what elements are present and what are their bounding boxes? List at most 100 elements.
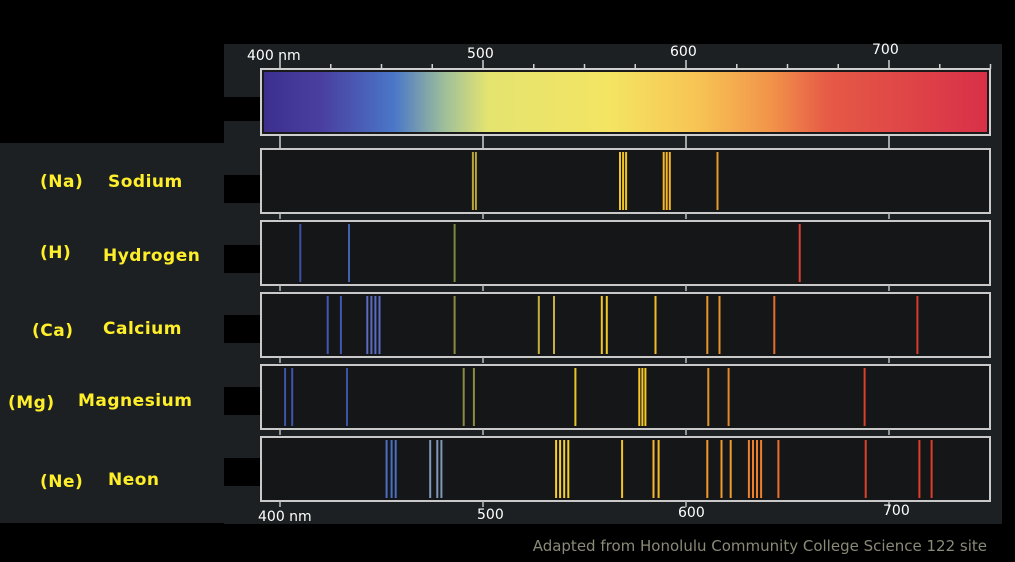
bottom-axis-label: 500: [477, 507, 504, 523]
element-labels: (Na) Sodium (H) Hydrogen (Ca) Calcium (Mg) M…: [8, 172, 200, 492]
element-symbol: (Ne): [40, 472, 83, 492]
emission-line: [284, 368, 287, 426]
emission-line: [930, 440, 933, 498]
emission-line: [291, 368, 294, 426]
emission-line: [644, 368, 647, 426]
emission-line: [622, 152, 625, 210]
emission-line: [440, 440, 443, 498]
element-symbol: (Mg): [8, 393, 55, 413]
film-notch: [224, 458, 260, 486]
emission-line: [718, 296, 721, 354]
emission-line: [299, 224, 302, 282]
strip-frame: [260, 220, 991, 286]
strip-hydrogen: [260, 220, 991, 291]
element-symbol: (H): [40, 243, 71, 263]
element-symbol: (Ca): [32, 321, 74, 341]
label-panel-background: [0, 143, 232, 523]
top-axis: 400 nm 500 600 700: [247, 42, 899, 64]
element-symbol: (Na): [40, 172, 83, 192]
emission-line: [370, 296, 373, 354]
strip-calcium: [260, 292, 991, 363]
emission-line: [471, 152, 474, 210]
element-name: Sodium: [108, 172, 183, 192]
emission-line: [366, 296, 369, 354]
strip-frame: [260, 436, 991, 502]
emission-line: [654, 296, 657, 354]
emission-line: [864, 440, 867, 498]
emission-line: [863, 368, 866, 426]
emission-line: [553, 296, 555, 354]
emission-line: [716, 152, 719, 210]
emission-line: [462, 368, 465, 426]
emission-line: [605, 296, 608, 354]
element-name: Hydrogen: [103, 246, 200, 266]
emission-line: [657, 440, 660, 498]
element-label-hydrogen: (H) Hydrogen: [40, 243, 200, 266]
emission-line: [436, 440, 439, 498]
emission-line: [339, 296, 342, 354]
emission-line: [537, 296, 540, 354]
emission-line: [756, 440, 758, 498]
emission-line: [574, 368, 577, 426]
element-label-calcium: (Ca) Calcium: [32, 319, 182, 341]
emission-line: [619, 152, 621, 210]
emission-line: [453, 224, 456, 282]
film-notch: [224, 245, 260, 273]
emission-line: [752, 440, 754, 498]
emission-line: [665, 152, 668, 210]
emission-line: [563, 440, 566, 498]
emission-line: [729, 440, 732, 498]
emission-line: [638, 368, 641, 426]
element-label-magnesium: (Mg) Magnesium: [8, 391, 192, 413]
emission-line: [662, 152, 665, 210]
film-notch: [224, 315, 260, 343]
strip-frame: [260, 292, 991, 358]
credit-text: Adapted from Honolulu Community College …: [533, 537, 987, 555]
emission-line: [916, 296, 919, 354]
emission-line: [559, 440, 562, 498]
emission-line: [652, 440, 655, 498]
emission-line: [720, 440, 723, 498]
top-axis-label: 700: [872, 42, 899, 58]
emission-line: [777, 440, 780, 498]
film-notch: [224, 97, 260, 121]
emission-line: [346, 368, 348, 426]
emission-line: [472, 368, 475, 426]
emission-line: [348, 224, 350, 282]
emission-line: [429, 440, 432, 498]
emission-line: [474, 152, 477, 210]
bottom-axis-label: 700: [883, 503, 910, 519]
emission-line: [798, 224, 801, 282]
emission-line: [394, 440, 397, 498]
top-axis-label: 500: [467, 46, 494, 62]
strip-frame: [260, 364, 991, 430]
emission-line: [625, 152, 628, 210]
emission-line: [641, 368, 644, 426]
bottom-axis-label: 400 nm: [258, 509, 312, 525]
emission-line: [374, 296, 377, 354]
emission-line: [385, 440, 388, 498]
emission-line: [727, 368, 730, 426]
element-name: Magnesium: [78, 391, 192, 411]
emission-line: [706, 296, 709, 354]
emission-line: [707, 368, 710, 426]
visible-spectrum-bar: [264, 72, 987, 132]
element-name: Neon: [108, 470, 160, 490]
film-notch: [224, 387, 260, 415]
element-name: Calcium: [103, 319, 182, 339]
emission-line: [773, 296, 776, 354]
emission-line: [555, 440, 558, 498]
bottom-axis: 400 nm 500 600 700: [258, 503, 910, 525]
emission-line: [747, 440, 750, 498]
top-axis-label: 600: [670, 44, 697, 60]
element-label-sodium: (Na) Sodium: [40, 172, 183, 192]
emission-line: [390, 440, 393, 498]
emission-line: [668, 152, 671, 210]
emission-line: [326, 296, 329, 354]
film-notch: [224, 175, 260, 203]
emission-line: [760, 440, 763, 498]
strip-neon: [260, 436, 991, 507]
element-label-neon: (Ne) Neon: [40, 470, 160, 492]
emission-line: [600, 296, 603, 354]
